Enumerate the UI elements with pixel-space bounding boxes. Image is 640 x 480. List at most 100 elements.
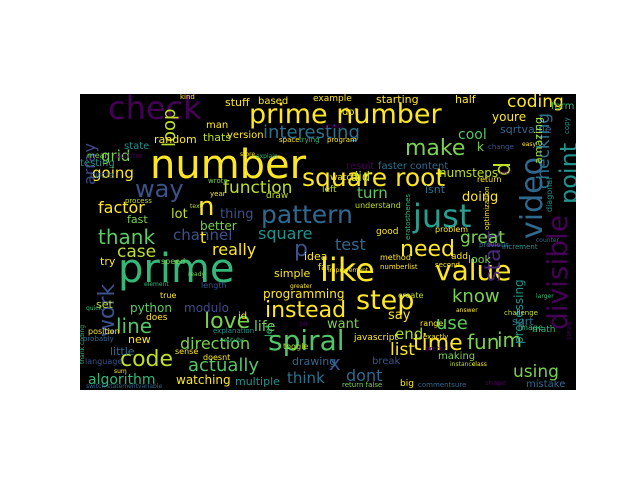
word: prime number (249, 99, 442, 130)
word: range (420, 319, 444, 328)
word: list (390, 340, 415, 360)
word: really (212, 240, 257, 259)
word: shape (485, 379, 507, 387)
word: faster (378, 161, 408, 172)
word: say (388, 308, 411, 323)
word: making (438, 351, 476, 362)
word: use (436, 313, 468, 334)
word: cool (458, 127, 487, 143)
word-cloud: number prime prime number check square r… (80, 94, 576, 390)
word: test (335, 235, 366, 254)
word: factor (98, 198, 145, 217)
word: instance (450, 361, 476, 368)
word: need (400, 237, 455, 262)
word: watching (176, 373, 231, 387)
word: add (451, 252, 468, 262)
word: speed (161, 257, 186, 266)
word: thank coding (80, 324, 86, 364)
word: modulo (184, 301, 229, 315)
word: like (320, 251, 375, 289)
word: spiral (268, 324, 345, 357)
word: n (198, 192, 215, 222)
word: left (322, 185, 337, 195)
word: class (472, 361, 487, 368)
word: math (532, 325, 556, 335)
word: end (395, 325, 424, 343)
word: dot (342, 107, 359, 118)
word: toggle (283, 342, 309, 351)
word: check (108, 94, 202, 127)
word: let (264, 324, 275, 337)
word: case (117, 242, 157, 262)
word: fun (467, 330, 500, 354)
word: result (346, 161, 375, 172)
word: ready (188, 271, 206, 278)
word: content (410, 161, 449, 172)
word: change (488, 143, 514, 151)
word: step (356, 285, 415, 316)
word: thats (203, 131, 232, 144)
word: improvement (328, 267, 369, 274)
word: copy (563, 117, 571, 134)
word: just (413, 197, 472, 235)
word: algorithm (88, 372, 156, 388)
word: example (313, 94, 352, 104)
word: commentsure (418, 381, 467, 389)
word: sum (114, 368, 127, 375)
word: divisible (541, 214, 574, 330)
word: interesting (263, 122, 360, 143)
word: challenge (504, 309, 538, 317)
word: javascript (354, 333, 398, 343)
word: youtube (220, 337, 245, 344)
word: little (110, 345, 135, 358)
word: true (160, 291, 177, 300)
word: does (146, 313, 168, 323)
word: mistake (526, 379, 566, 390)
word: understand (355, 201, 401, 210)
word: counter (536, 237, 560, 244)
word: sqrtvalue (500, 123, 552, 136)
word: form (551, 101, 575, 112)
word: t (200, 228, 207, 247)
word: isnt (425, 183, 446, 196)
word: number (150, 142, 307, 188)
word: increment (502, 243, 538, 251)
word: random (154, 133, 197, 146)
word: nice (500, 169, 513, 176)
word: switch statementvariable (86, 383, 163, 390)
word: way (135, 175, 184, 203)
word: good (376, 227, 399, 237)
word: easy (522, 141, 537, 148)
word: method (380, 253, 411, 262)
word: year (210, 190, 226, 198)
word: answer (456, 307, 478, 314)
word: pattern (261, 200, 353, 229)
word: think (287, 369, 325, 387)
word: based (258, 96, 289, 107)
word: sense (175, 347, 199, 356)
word: current (322, 123, 344, 130)
word: mean (87, 151, 110, 160)
word: trying (299, 136, 320, 144)
word: bit (300, 321, 308, 328)
word: return false (342, 381, 383, 389)
word: thank (98, 225, 156, 249)
word: element (144, 281, 169, 288)
word: man (206, 120, 229, 131)
word: sieve (565, 321, 573, 340)
word: fast (127, 213, 148, 226)
word: big (400, 379, 414, 389)
word: exactly (423, 333, 449, 341)
word: doesnt (203, 353, 231, 362)
word: new (128, 333, 151, 346)
word: position (88, 327, 120, 336)
word: circle (90, 171, 114, 181)
word: idea (304, 250, 328, 263)
word: prime (118, 246, 235, 292)
word: thing (220, 207, 254, 222)
word: code (120, 347, 174, 372)
word: probably (83, 335, 114, 343)
word: python (130, 301, 172, 315)
word: time (413, 331, 463, 356)
word: numberlist (380, 263, 418, 271)
